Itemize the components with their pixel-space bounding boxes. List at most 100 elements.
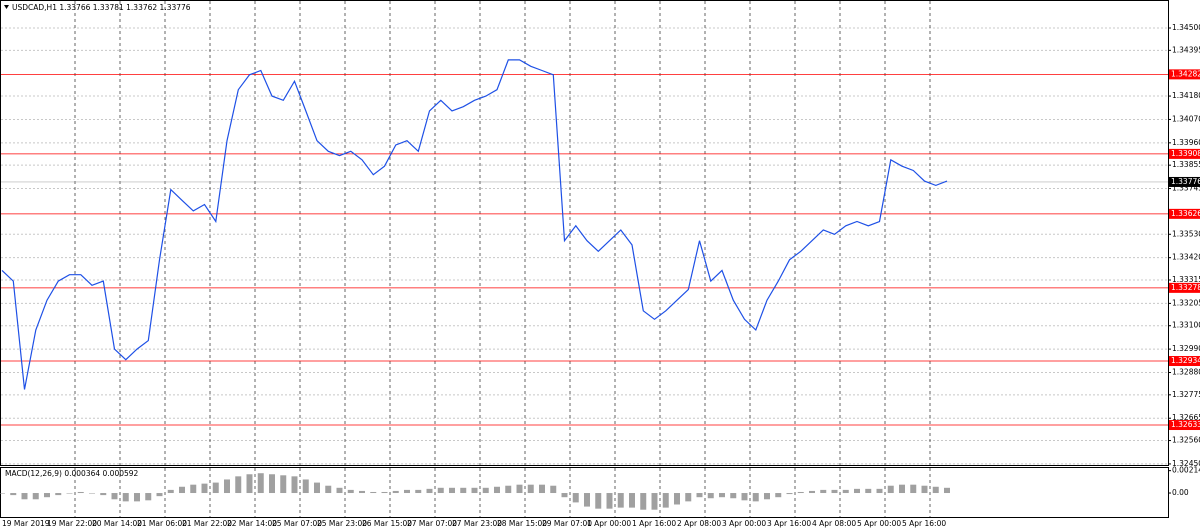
level-label: 1.33626	[1171, 209, 1200, 218]
x-tick-label: 27 Mar 07:00	[407, 519, 457, 528]
macd-bar	[831, 489, 838, 494]
macd-bar	[561, 493, 568, 498]
macd-bar	[291, 476, 298, 494]
macd-bar	[550, 485, 557, 494]
x-tick-label: 19 Mar 22:00	[47, 519, 97, 528]
y-tick-label: 1.33315	[1172, 275, 1200, 284]
x-tick-label: 29 Mar 07:00	[542, 519, 592, 528]
x-tick-label: 1 Apr 16:00	[632, 519, 676, 528]
y-tick-label: 1.33205	[1172, 298, 1200, 307]
macd-bar	[910, 484, 917, 494]
macd-bar	[246, 474, 253, 494]
macd-bar	[887, 485, 894, 494]
macd-bar	[752, 493, 759, 502]
y-tick-label: 1.33420	[1172, 253, 1200, 262]
y-tick-label: 1.34180	[1172, 91, 1200, 100]
price-line	[1, 59, 948, 390]
x-tick-label: 25 Mar 07:00	[272, 519, 322, 528]
macd-bar	[89, 493, 95, 494]
y-tick-label: 1.33960	[1172, 138, 1200, 147]
level-label: 1.33908	[1171, 149, 1200, 158]
macd-bar	[640, 493, 647, 510]
y-tick-label: 1.32665	[1172, 413, 1200, 422]
macd-bar	[460, 487, 467, 494]
macd-bar	[674, 493, 680, 505]
macd-bar	[145, 493, 152, 501]
macd-bar	[21, 493, 28, 500]
macd-bar	[921, 485, 928, 494]
macd-bar	[775, 493, 782, 498]
level-label-bg	[1169, 282, 1200, 293]
macd-bar	[482, 487, 489, 494]
macd-bar	[741, 493, 748, 501]
macd-title: MACD(12,26,9) 0.000364 0.000592	[5, 469, 139, 478]
macd-bar	[932, 486, 939, 494]
macd-bar	[426, 488, 433, 494]
main-panel	[0, 0, 1169, 466]
macd-bar	[167, 489, 174, 494]
x-tick-label: 28 Mar 15:00	[497, 519, 547, 528]
macd-bar	[944, 487, 950, 494]
macd-bar	[212, 482, 219, 494]
macd-panel	[0, 467, 1169, 518]
macd-bar	[584, 493, 590, 507]
level-label-bg	[1169, 148, 1200, 159]
macd-bar	[44, 493, 50, 498]
macd-bar	[471, 487, 478, 494]
macd-bar	[865, 488, 872, 494]
macd-bar	[696, 493, 703, 498]
macd-bar	[404, 489, 410, 494]
macd-bar	[629, 493, 635, 508]
macd-bar	[100, 493, 107, 496]
x-tick-label: 21 Mar 22:00	[182, 519, 232, 528]
level-label-bg	[1169, 356, 1200, 367]
macd-bar	[494, 486, 500, 494]
macd-bar	[820, 489, 827, 494]
macd-bar	[719, 493, 725, 498]
macd-bar	[111, 493, 118, 500]
macd-bar	[280, 475, 287, 494]
macd-bar	[842, 489, 849, 494]
macd-bar	[437, 487, 444, 494]
y-tick-label: 1.34395	[1172, 45, 1200, 54]
chart-title: USDCAD,H1 1.33766 1.33781 1.33762 1.3377…	[12, 3, 191, 12]
title-arrow	[4, 5, 9, 9]
macd-bar	[539, 484, 545, 494]
y-tick-label: 1.32560	[1172, 436, 1200, 445]
macd-bar	[179, 486, 185, 494]
macd-bar	[707, 493, 714, 499]
x-tick-label: 3 Apr 16:00	[767, 519, 811, 528]
level-label: 1.32934	[1171, 356, 1200, 365]
level-label: 1.34282	[1171, 69, 1200, 78]
macd-bar	[122, 493, 129, 502]
level-label-bg	[1169, 420, 1200, 431]
macd-bar	[606, 493, 613, 509]
macd-bar	[764, 493, 770, 500]
macd-bar	[786, 493, 793, 495]
macd-bar	[302, 479, 309, 494]
macd-bar	[347, 489, 354, 494]
macd-bar	[77, 491, 84, 494]
macd-bar	[449, 487, 455, 494]
macd-bar	[797, 491, 804, 494]
level-label-bg	[1169, 208, 1200, 219]
y-tick-label: 1.32990	[1172, 344, 1200, 353]
macd-bar	[809, 490, 815, 494]
y-tick-label: 1.33855	[1172, 160, 1200, 169]
macd-bar	[201, 483, 208, 494]
macd-bar	[55, 493, 62, 496]
macd-bar	[899, 484, 905, 494]
macd-bar	[505, 485, 512, 494]
macd-bar	[336, 487, 343, 494]
y-tick-label: 1.32775	[1172, 390, 1200, 399]
level-label-bg	[1169, 69, 1200, 80]
macd-bar	[257, 473, 264, 494]
y-tick-label: 1.34500	[1172, 23, 1200, 32]
x-tick-label: 27 Mar 23:00	[452, 519, 502, 528]
macd-bar	[224, 479, 230, 494]
macd-bar	[314, 482, 320, 494]
macd-bar	[66, 493, 73, 494]
x-tick-label: 5 Apr 16:00	[902, 519, 946, 528]
x-tick-label: 1 Apr 00:00	[587, 519, 631, 528]
